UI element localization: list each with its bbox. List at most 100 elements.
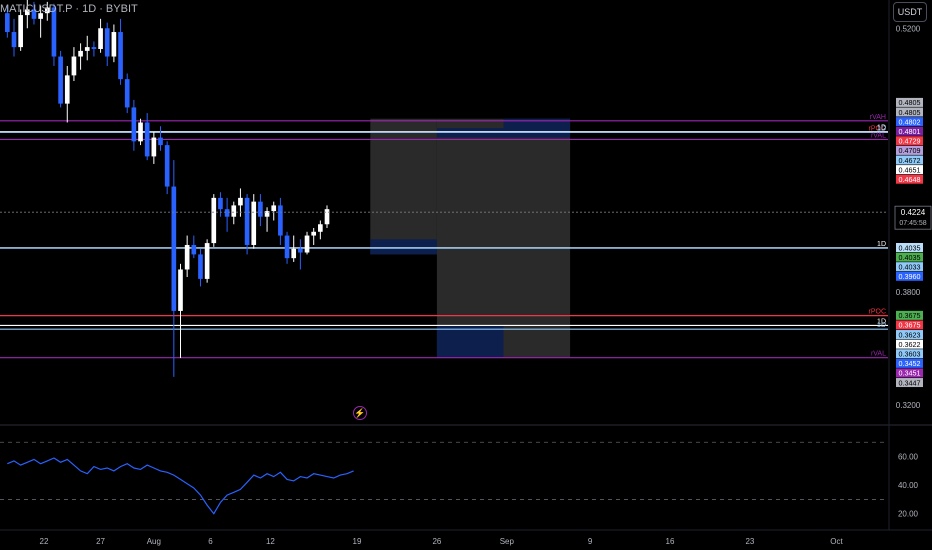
candle-body-31 — [211, 197, 217, 244]
candle-body-4 — [31, 9, 37, 19]
candle-body-8 — [58, 56, 63, 104]
candle-body-39 — [264, 211, 270, 217]
candle-body-47 — [318, 224, 323, 232]
level-label-9: 1D — [877, 322, 886, 329]
candle-body-34 — [231, 205, 237, 217]
price-badge-12 — [896, 271, 923, 281]
candle-body-7 — [51, 7, 57, 57]
candle-body-0 — [5, 13, 10, 33]
time-axis[interactable]: 22 27 Aug 6 12 19 26 Sep 9 16 23 Oct — [0, 529, 932, 546]
candle-body-37 — [251, 201, 257, 245]
candle-body-11 — [78, 50, 83, 57]
price-badge-19 — [896, 368, 923, 378]
time-tick-9: 16 — [666, 537, 675, 546]
time-tick-1: 27 — [96, 537, 105, 546]
candle-body-35 — [238, 197, 243, 206]
candle-body-45 — [304, 235, 310, 253]
price-badge-label-19: 0.3451 — [899, 369, 921, 378]
candle-body-44 — [298, 248, 303, 253]
time-tick-5: 19 — [353, 537, 362, 546]
price-badge-1 — [896, 107, 923, 117]
price-badge-3 — [896, 126, 923, 136]
candle-body-25 — [171, 186, 177, 311]
candle-body-16 — [111, 32, 117, 57]
candle-body-21 — [144, 122, 150, 157]
price-badge-label-6: 0.4672 — [899, 156, 921, 165]
price-badge-label-2: 0.4802 — [899, 117, 921, 126]
candle-body-20 — [138, 122, 143, 142]
candle-body-6 — [44, 7, 50, 14]
price-badge-label-0: 0.4805 — [899, 98, 921, 107]
candle-body-43 — [291, 248, 297, 259]
price-badge-label-20: 0.3447 — [899, 378, 921, 387]
candle-body-23 — [158, 137, 163, 146]
candle-body-33 — [224, 209, 230, 217]
price-badge-6 — [896, 155, 923, 165]
price-badge-label-17: 0.3603 — [899, 350, 921, 359]
price-badge-8 — [896, 174, 923, 184]
level-label-1: rPOC — [869, 125, 887, 132]
projection-zone-4 — [436, 326, 504, 358]
price-badge-15 — [896, 330, 923, 340]
currency-button[interactable]: USDT — [893, 2, 927, 22]
rsi-tick-1: 40.00 — [898, 481, 919, 490]
time-tick-11: Oct — [830, 537, 843, 546]
level-label-7: rPOC — [869, 309, 887, 316]
time-tick-2: Aug — [147, 537, 161, 546]
price-badge-11 — [896, 262, 923, 272]
candle-body-32 — [218, 197, 223, 210]
level-label-2: 1D — [877, 125, 886, 132]
projection-zone-6 — [503, 118, 571, 138]
candle-body-38 — [258, 201, 263, 217]
candle-body-12 — [84, 47, 90, 51]
rsi-pane: 60.00 40.00 20.00 — [0, 424, 932, 519]
time-tick-10: 23 — [745, 537, 754, 546]
candle-body-28 — [191, 244, 197, 255]
candle-body-24 — [164, 145, 170, 187]
projection-zone-2 — [436, 118, 504, 358]
price-badge-label-10: 0.4035 — [899, 253, 921, 262]
price-badge-label-12: 0.3960 — [899, 272, 921, 281]
price-badge-20 — [896, 378, 923, 388]
price-badge-label-8: 0.4648 — [899, 175, 921, 184]
price-badge-label-9: 0.4035 — [899, 243, 921, 252]
candle-body-36 — [244, 197, 250, 245]
lightning-icon[interactable]: ⚡ — [353, 406, 367, 420]
price-badge-16 — [896, 339, 923, 349]
price-badge-label-5: 0.4709 — [899, 146, 921, 155]
rsi-tick-0: 60.00 — [898, 453, 919, 462]
candle-body-27 — [184, 244, 190, 270]
time-tick-6: 26 — [432, 537, 441, 546]
price-badge-label-1: 0.4805 — [899, 108, 921, 117]
candle-body-3 — [24, 9, 30, 16]
last-price-countdown: 07:45:58 — [899, 220, 926, 227]
price-badge-18 — [896, 358, 923, 368]
price-axis[interactable]: 0.52000.46000.44000.38000.32000.48050.48… — [888, 0, 932, 530]
candle-body-14 — [98, 28, 103, 49]
level-label-10: rVAL — [871, 351, 886, 358]
symbol-title[interactable]: MATICUSDT.P · 1D · BYBIT — [0, 3, 138, 15]
candle-body-2 — [18, 15, 23, 48]
candle-body-30 — [204, 243, 210, 279]
price-badge-13 — [896, 310, 923, 320]
level-label-0: rVAH — [870, 114, 886, 121]
candle-body-18 — [124, 79, 130, 108]
price-badge-7 — [896, 165, 923, 175]
price-badge-5 — [896, 145, 923, 155]
price-badge-0 — [896, 97, 923, 107]
price-badge-label-15: 0.3623 — [899, 330, 921, 339]
candles — [5, 0, 330, 377]
price-badge-label-14: 0.3675 — [899, 321, 921, 330]
last-price-box — [894, 205, 932, 230]
candle-body-1 — [11, 32, 17, 48]
rsi-tick-2: 20.00 — [898, 510, 919, 519]
price-tick-0: 0.5200 — [896, 24, 921, 33]
time-tick-7: Sep — [500, 537, 515, 546]
level-label-3: 1D — [877, 125, 886, 132]
projection-zone-0 — [370, 118, 437, 255]
price-badge-14 — [896, 320, 923, 330]
time-tick-4: 12 — [266, 537, 275, 546]
level-label-4: rVAL — [871, 132, 886, 139]
